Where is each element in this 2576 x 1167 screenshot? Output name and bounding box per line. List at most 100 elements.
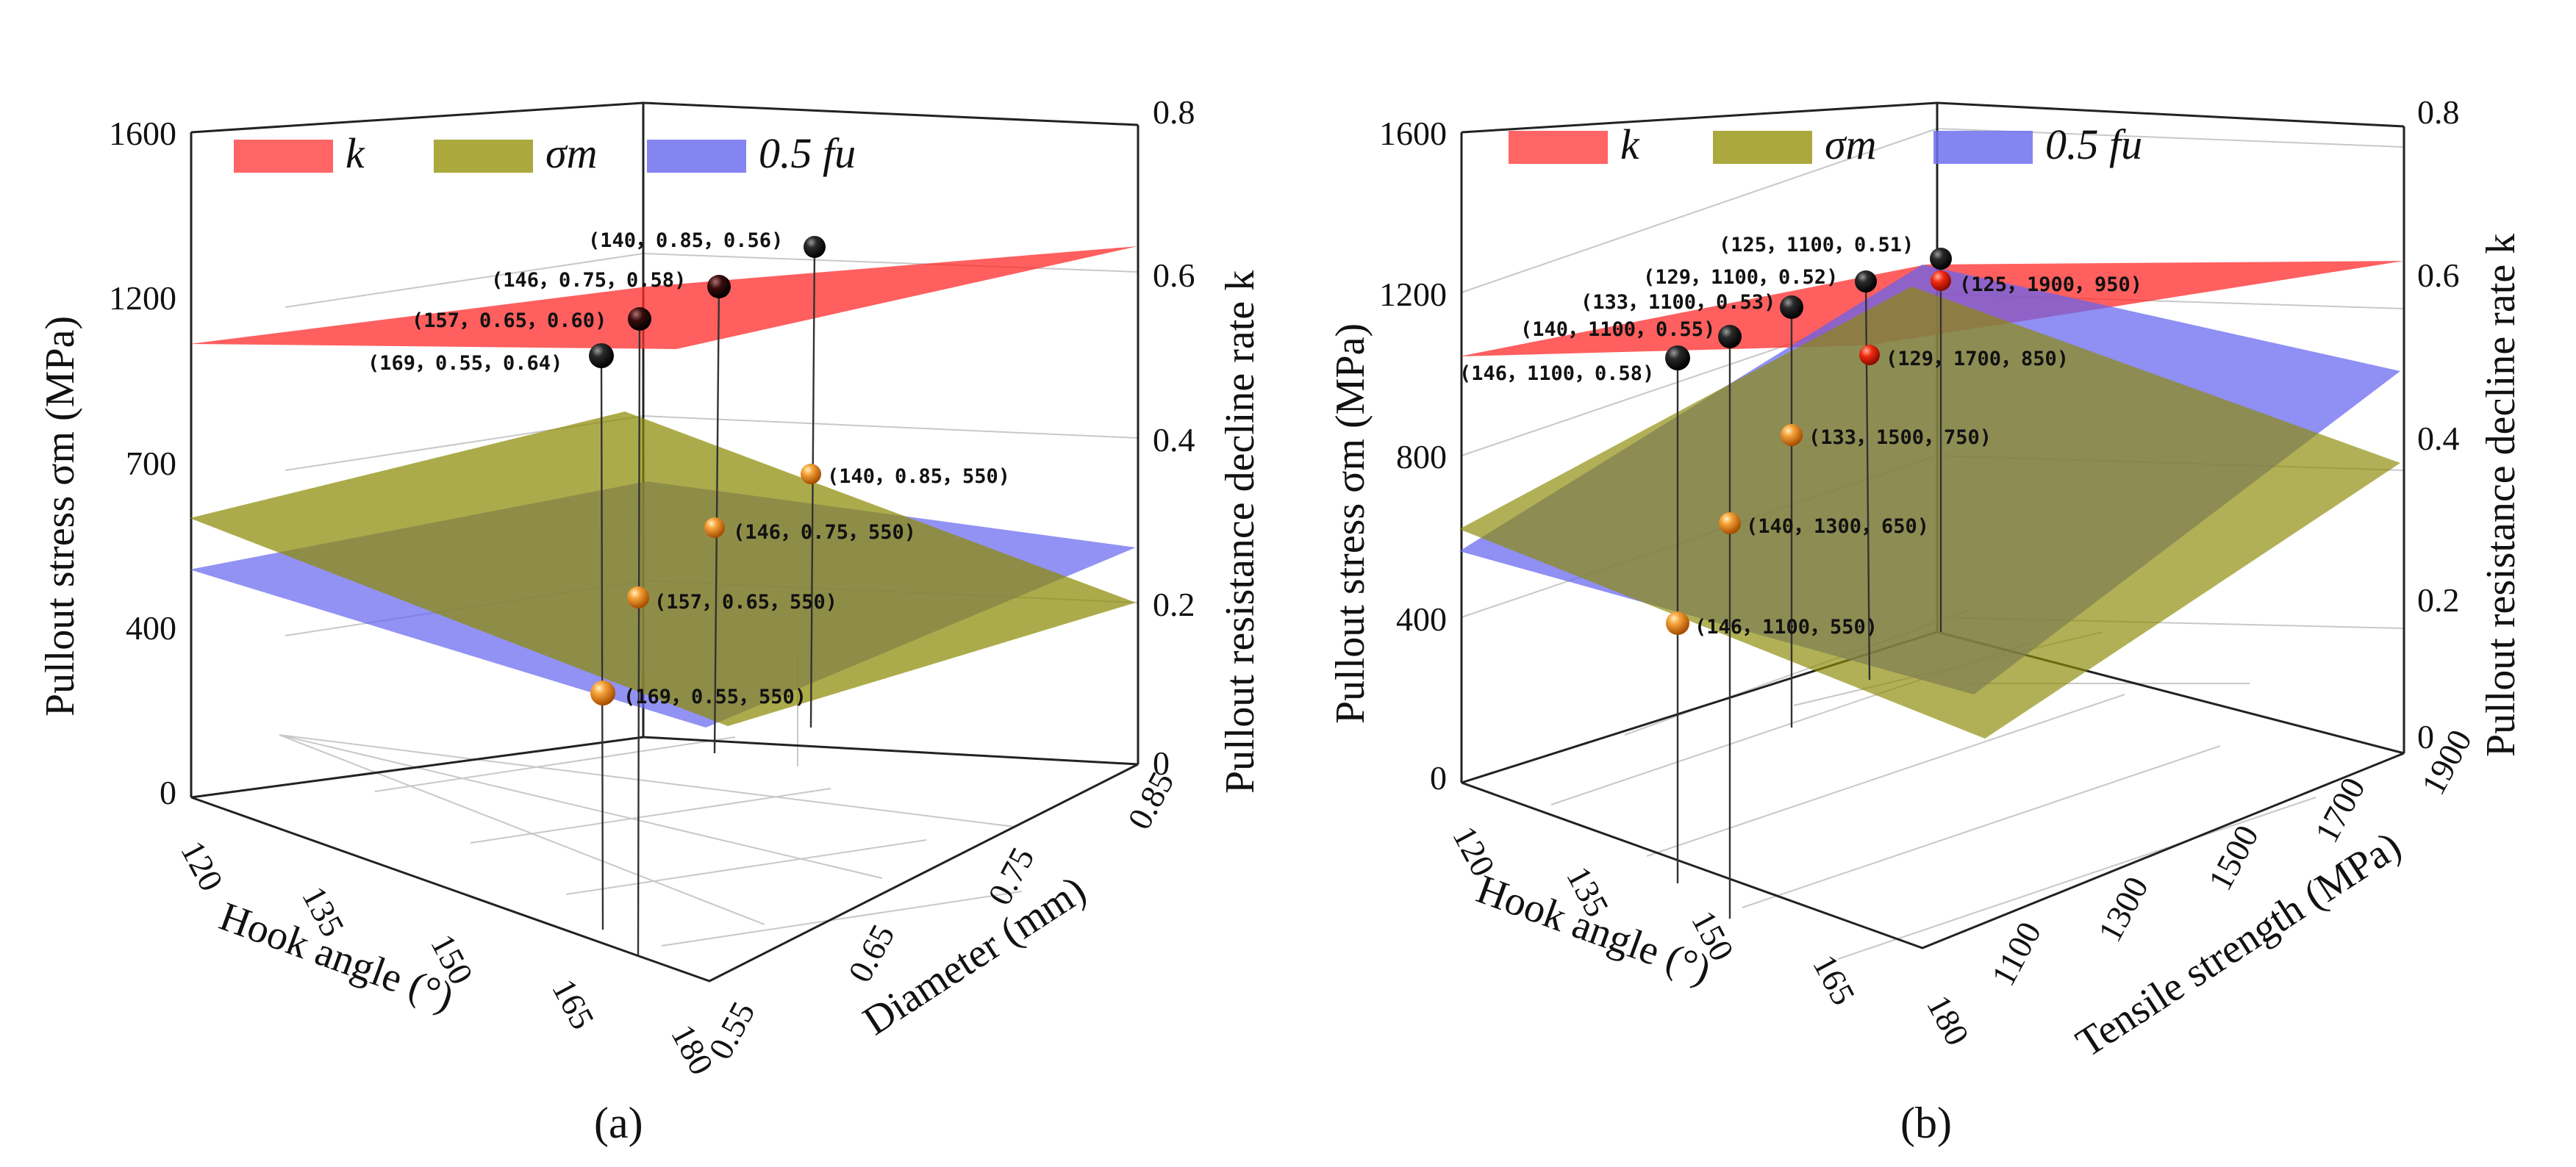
z-left-tick: 700: [126, 445, 176, 482]
legend-swatch-fu: [1933, 131, 2033, 164]
z-left-tick: 400: [1396, 600, 1447, 638]
panel-a-z-right-ticks: 0.8 0.6 0.4 0.2 0: [1153, 93, 1195, 782]
panel-b-sigma-surface: [1459, 287, 2400, 739]
drop-line: [600, 355, 604, 930]
z-left-tick: 1600: [109, 115, 176, 152]
k-point-label: (140，0.85，0.56): [588, 229, 783, 252]
k-point-marker: [628, 307, 651, 331]
panel-a-label: (a): [594, 1099, 643, 1147]
z-left-tick: 1200: [109, 279, 176, 317]
legend-swatch-fu: [647, 140, 746, 173]
panel-a-y-ticks: 0.55 0.65 0.75 0.85: [701, 766, 1181, 1066]
k-point-label: (129，1100，0.52): [1643, 266, 1838, 289]
panel-b-z-right-ticks: 0.8 0.6 0.4 0.2 0: [2417, 93, 2460, 755]
z-right-tick: 0.4: [2417, 420, 2460, 457]
legend-label: 0.5 fu: [2045, 121, 2142, 168]
y-tick: 1100: [1984, 916, 2048, 992]
k-point-label: (146，0.75，0.58): [491, 269, 686, 292]
z-right-tick: 0: [2417, 718, 2434, 755]
z-left-tick: 800: [1396, 438, 1447, 475]
k-point-marker: [1855, 270, 1877, 292]
z-right-tick: 0.8: [1153, 93, 1195, 131]
legend-swatch-k: [1509, 131, 1608, 164]
z-right-tick: 0.4: [1153, 421, 1195, 459]
k-point-label: (157，0.65，0.60): [412, 309, 607, 332]
drop-line: [637, 318, 641, 956]
z-right-tick: 0.2: [1153, 586, 1195, 623]
legend-swatch-k: [234, 140, 333, 173]
legend-label: k: [1620, 121, 1640, 168]
z-right-tick: 0.8: [2417, 93, 2460, 131]
stress-point-marker: [1666, 611, 1689, 635]
panel-a-z-left-title: Pullout stress σm (MPa): [37, 316, 83, 717]
z-right-tick: 0.2: [2417, 581, 2460, 619]
y-tick: 0.65: [841, 919, 902, 988]
stress-point-label: (169，0.55，550): [623, 686, 806, 708]
z-right-tick: 0.6: [2417, 256, 2460, 294]
stress-point-marker: [704, 517, 725, 538]
legend-label: σm: [1825, 121, 1877, 168]
panel-b-label: (b): [1900, 1099, 1952, 1147]
panel-b-z-left-ticks: 1600 1200 800 400 0: [1379, 115, 1447, 797]
k-point-marker: [1930, 248, 1952, 270]
panel-a-points: (169，0.55，0.64) (157，0.65，0.60) (146，0.75，…: [368, 229, 1010, 956]
z-right-tick: 0: [1153, 744, 1170, 782]
x-tick: 120: [173, 835, 230, 897]
stress-point-label: (140，1300，650): [1746, 515, 1929, 538]
k-point-marker: [707, 275, 731, 298]
panel-a-sigma-surface: [190, 412, 1136, 726]
z-left-tick: 1600: [1379, 115, 1447, 152]
panel-b-legend: k σm 0.5 fu: [1509, 121, 2142, 168]
k-point-label: (140，1100，0.55): [1520, 318, 1715, 341]
y-tick: 1300: [2091, 871, 2155, 948]
stress-point-marker: [1931, 270, 1951, 291]
stress-point-marker: [627, 586, 649, 608]
stress-point-marker: [801, 464, 821, 484]
stress-point-marker: [1859, 345, 1880, 365]
k-point-label: (146，1100，0.58): [1459, 362, 1654, 385]
panel-b: 1600 1200 800 400 0 0.8 0.6 0.4 0.2 0 12…: [1328, 93, 2524, 1147]
z-left-tick: 1200: [1379, 276, 1447, 313]
z-left-tick: 0: [1430, 759, 1447, 797]
z-left-tick: 400: [126, 609, 176, 647]
stress-point-label: (146，1100，550): [1695, 616, 1878, 639]
panel-b-points: (146，1100，0.58) (140，1100，0.55) (133，1100，…: [1459, 234, 2142, 919]
panel-a-k-surface: [190, 246, 1138, 349]
k-point-label: (133，1100，0.53): [1581, 291, 1775, 314]
panel-a-legend: k σm 0.5 fu: [234, 129, 856, 177]
panel-a: 1600 1200 700 400 0 0.8 0.6 0.4 0.2 0 12…: [37, 93, 1263, 1147]
x-tick: 165: [1806, 949, 1862, 1011]
stress-point-label: (129，1700，850): [1886, 348, 2069, 370]
k-point-marker: [804, 236, 826, 258]
x-tick: 180: [1920, 989, 1976, 1052]
legend-swatch-sigma: [434, 140, 533, 173]
y-tick: 0.85: [1120, 766, 1181, 836]
drop-line: [809, 246, 816, 728]
k-point-marker: [1718, 325, 1742, 348]
stress-point-marker: [1781, 424, 1803, 446]
panel-b-z-left-title: Pullout stress σm (MPa): [1328, 323, 1373, 724]
legend-label: σm: [545, 129, 598, 177]
k-point-label: (125，1100，0.51): [1719, 234, 1914, 256]
k-point-marker: [589, 343, 614, 368]
k-point-marker: [1665, 345, 1690, 370]
stress-point-label: (140，0.85，550): [827, 465, 1010, 488]
stress-point-label: (133，1500，750): [1808, 426, 1992, 449]
panel-a-z-left-ticks: 1600 1200 700 400 0: [109, 115, 176, 811]
legend-label: k: [346, 129, 365, 177]
panel-a-z-right-title: Pullout resistance decline rate k: [1217, 270, 1263, 794]
k-point-label: (169，0.55，0.64): [368, 352, 562, 375]
panel-b-z-right-title: Pullout resistance decline rate k: [2478, 234, 2524, 757]
stress-point-label: (146，0.75，550): [733, 521, 916, 544]
stress-point-label: (125，1900，950): [1959, 273, 2142, 296]
k-point-marker: [1780, 295, 1803, 319]
stress-point-marker: [590, 681, 615, 705]
legend-label: 0.5 fu: [759, 129, 856, 177]
z-right-tick: 0.6: [1153, 256, 1195, 294]
stress-point-label: (157，0.65，550): [654, 591, 837, 614]
z-left-tick: 0: [160, 774, 176, 811]
stress-point-marker: [1719, 512, 1741, 534]
legend-swatch-sigma: [1713, 131, 1812, 164]
